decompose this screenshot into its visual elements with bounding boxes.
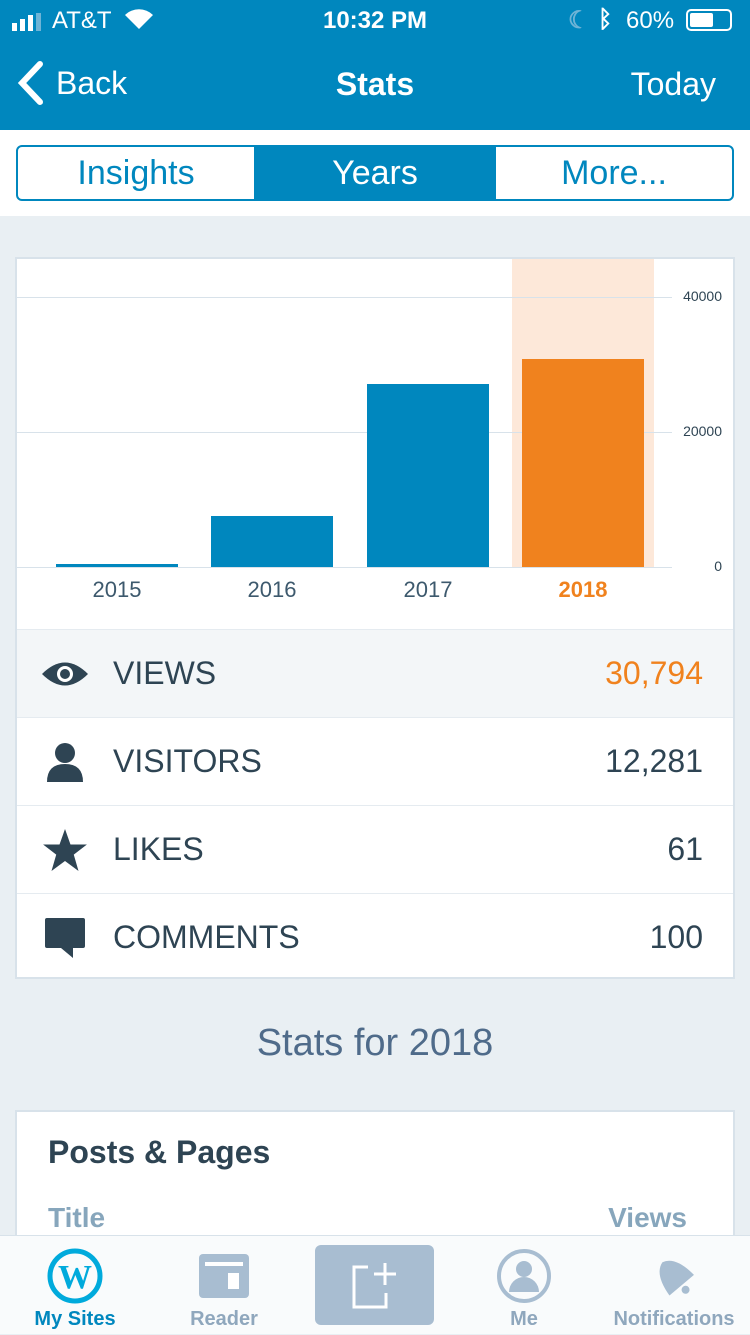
reader-icon: [199, 1254, 249, 1298]
comment-icon: [17, 916, 113, 960]
tab-more[interactable]: More...: [494, 145, 734, 201]
bell-icon: [659, 1260, 694, 1296]
clock: 10:32 PM: [322, 7, 428, 34]
x-tick-label: 2018: [558, 577, 608, 602]
bar-2015[interactable]: [56, 564, 178, 568]
y-tick-label: 40000: [683, 288, 722, 304]
eye-icon: [17, 659, 113, 689]
wifi-icon: [124, 8, 154, 37]
stat-value: 100: [649, 919, 703, 955]
stat-row-views[interactable]: VIEWS 30,794: [17, 629, 733, 717]
stat-label: VISITORS: [113, 743, 262, 779]
stats-for-heading: Stats for 2018: [256, 1022, 494, 1064]
stat-label: VIEWS: [113, 655, 217, 691]
stat-row-likes[interactable]: LIKES 61: [17, 805, 733, 893]
wordpress-icon: W: [47, 1248, 103, 1304]
stat-label: LIKES: [113, 831, 204, 867]
battery-percent: 60%: [626, 7, 675, 34]
bluetooth-icon: ᛒ: [598, 6, 613, 33]
stat-value: 30,794: [605, 655, 703, 691]
stat-value: 61: [667, 831, 703, 867]
today-button[interactable]: Today: [630, 66, 716, 102]
gridline: [17, 567, 672, 568]
tab-me[interactable]: Me: [449, 1236, 599, 1335]
y-tick-label: 20000: [683, 423, 722, 439]
bar-2018[interactable]: [522, 359, 644, 567]
tab-years[interactable]: Years: [254, 145, 496, 201]
gridline: [17, 297, 672, 298]
stats-card: 40000 20000 0 2015 2016 2017 2018 VIEWS 30,794 V…: [15, 257, 735, 979]
period-segmented-control: Insights Years More...: [0, 130, 750, 216]
tab-label: Me: [510, 1308, 538, 1330]
signal-icon: [12, 10, 48, 38]
chevron-left-icon: [17, 61, 43, 105]
page-title: Stats: [335, 66, 415, 102]
tab-label: Notifications: [613, 1308, 735, 1330]
tab-label: My Sites: [34, 1308, 116, 1330]
new-post-icon: [352, 1263, 396, 1309]
tab-notifications[interactable]: Notifications: [599, 1236, 749, 1335]
tab-reader[interactable]: Reader: [149, 1236, 299, 1335]
avatar-icon: [497, 1249, 551, 1303]
column-title: Title: [48, 1202, 106, 1233]
carrier: AT&T: [52, 7, 112, 34]
person-icon: [17, 742, 113, 782]
stat-value: 12,281: [605, 743, 703, 779]
back-button[interactable]: Back: [14, 60, 127, 106]
bar-2016[interactable]: [211, 516, 333, 567]
column-views: Views: [608, 1202, 687, 1233]
star-icon: [17, 828, 113, 871]
x-tick-label: 2015: [92, 577, 142, 602]
battery-icon: [686, 9, 732, 31]
stat-row-comments[interactable]: COMMENTS 100: [17, 893, 733, 981]
status-bar: AT&T 10:32 PM ☾ ᛒ 60%: [0, 0, 750, 40]
navigation-bar: Back Stats Today: [0, 40, 750, 130]
tab-label: Reader: [190, 1308, 258, 1330]
years-bar-chart: 40000 20000 0 2015 2016 2017 2018: [17, 259, 733, 629]
bar-2017[interactable]: [367, 384, 489, 567]
tab-bar: W My Sites Reader Me Notifications: [0, 1235, 750, 1334]
stat-label: COMMENTS: [113, 919, 300, 955]
new-post-button[interactable]: [315, 1245, 434, 1325]
posts-pages-card: Posts & Pages Title Views: [15, 1110, 735, 1250]
tab-insights[interactable]: Insights: [16, 145, 256, 201]
x-tick-label: 2017: [403, 577, 453, 602]
gridline: [17, 432, 672, 433]
posts-pages-title: Posts & Pages: [48, 1134, 271, 1170]
svg-text:W: W: [58, 1259, 92, 1296]
stat-row-visitors[interactable]: VISITORS 12,281: [17, 717, 733, 805]
moon-icon: ☾: [568, 7, 590, 34]
back-label: Back: [56, 64, 128, 101]
tab-my-sites[interactable]: W My Sites: [0, 1236, 150, 1335]
x-tick-label: 2016: [247, 577, 297, 602]
y-tick-label: 0: [714, 558, 722, 574]
